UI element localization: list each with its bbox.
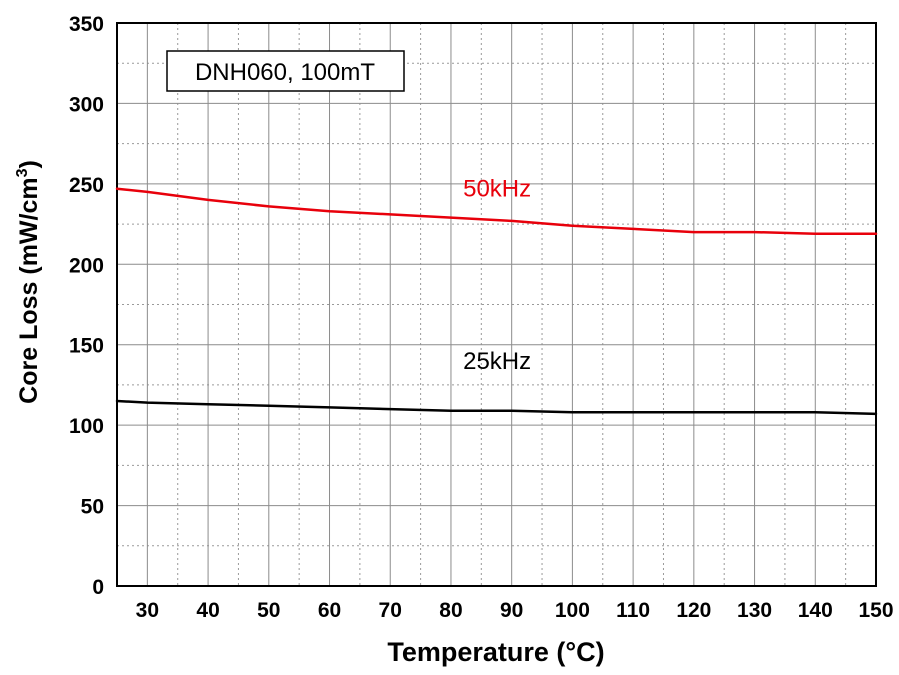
x-tick-label: 50	[257, 599, 280, 622]
x-tick-label: 110	[616, 599, 650, 622]
x-tick-label: 120	[676, 599, 711, 622]
annotation-text: DNH060, 100mT	[195, 59, 375, 86]
annotation-box: DNH060, 100mT	[166, 50, 405, 92]
major-grid	[117, 23, 876, 586]
y-tick-label: 250	[69, 174, 104, 197]
y-tick-label: 350	[69, 13, 104, 36]
x-tick-label: 40	[196, 599, 219, 622]
annotation-box-border	[166, 50, 405, 92]
y-tick-label: 50	[81, 496, 104, 519]
x-tick-label: 140	[798, 599, 833, 622]
x-tick-label: 130	[737, 599, 772, 622]
series-line-25khz	[115, 399, 878, 416]
y-tick-label: 200	[69, 254, 104, 277]
y-axis-ticks: 0 50 100 150 200 250 300 350	[69, 13, 104, 599]
x-tick-label: 60	[318, 599, 341, 622]
series-label-25khz: 25kHz	[463, 348, 531, 375]
x-axis-ticks: 30 40 50 60 70 80 90 100 110 120 130 140 150	[136, 599, 894, 622]
x-tick-label: 150	[858, 599, 893, 622]
series-layer	[115, 187, 878, 416]
x-tick-label: 100	[555, 599, 590, 622]
x-tick-label: 70	[379, 599, 402, 622]
plot-frame	[116, 22, 877, 587]
y-tick-label: 100	[69, 415, 104, 438]
y-tick-label: 300	[69, 93, 104, 116]
y-tick-label: 0	[92, 576, 104, 599]
series-labels: 50kHz 25kHz	[463, 176, 531, 375]
y-axis-label-main: Core Loss (mW/cm	[15, 177, 43, 403]
y-axis-label: Core Loss (mW/cm3)	[14, 160, 43, 404]
x-tick-label: 80	[439, 599, 462, 622]
x-tick-label: 30	[136, 599, 159, 622]
y-axis-label-end: )	[15, 160, 43, 168]
series-label-50khz: 50kHz	[463, 176, 531, 203]
y-tick-label: 150	[69, 335, 104, 358]
y-axis-label-superscript: 3	[14, 168, 31, 177]
x-tick-label: 90	[500, 599, 523, 622]
x-axis-label: Temperature (°C)	[387, 637, 604, 667]
series-line-50khz	[115, 187, 878, 235]
